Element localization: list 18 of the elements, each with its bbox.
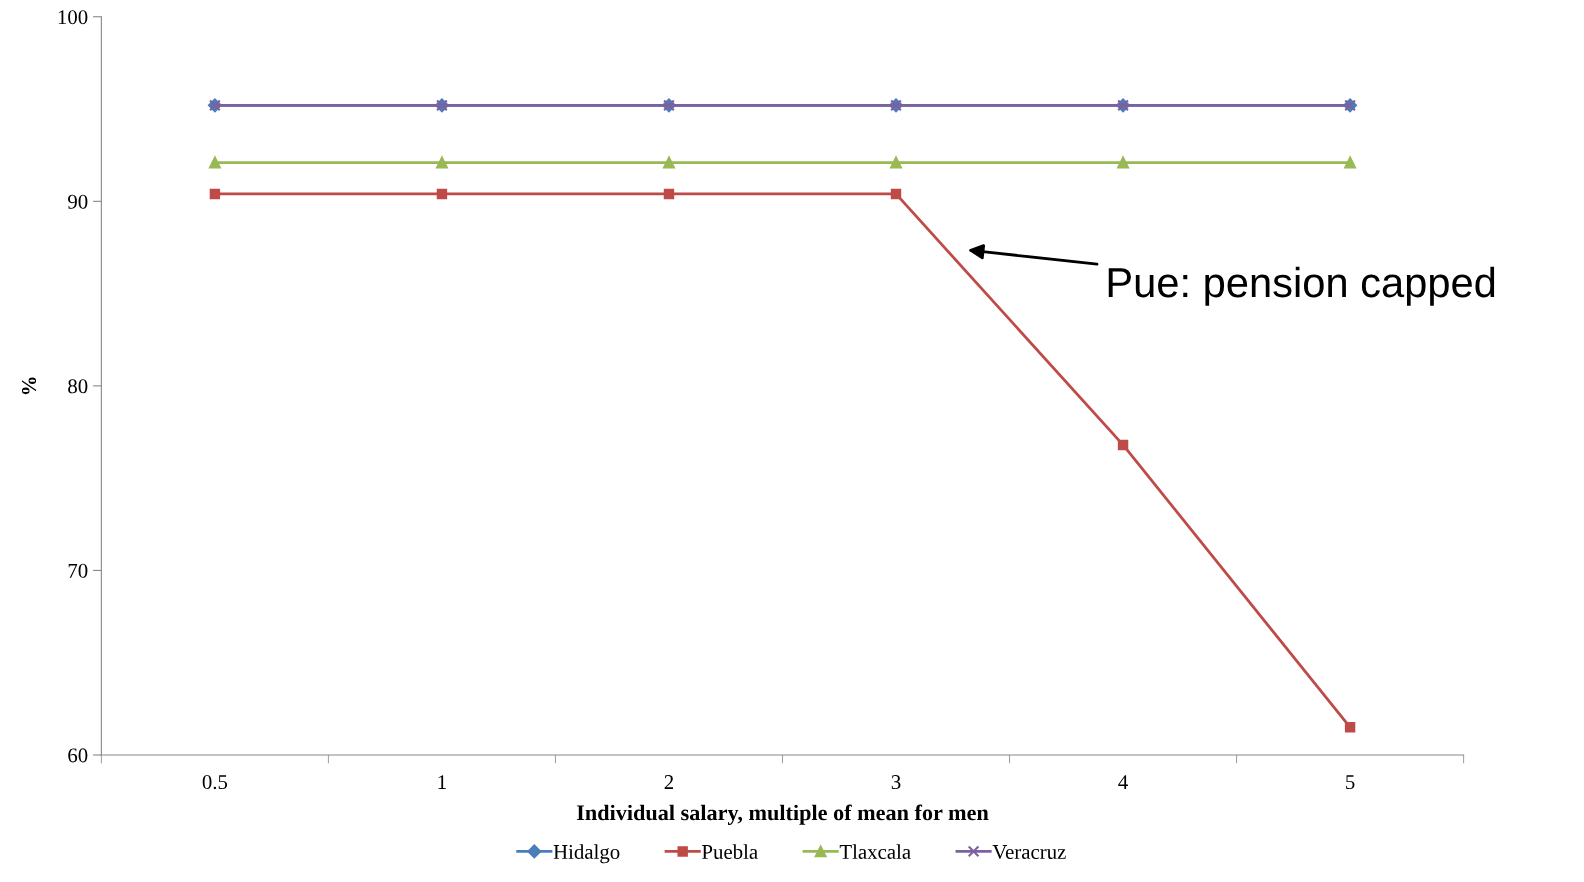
x-tick-label: 3 <box>891 775 901 790</box>
y-tick-label: 90 <box>68 194 88 209</box>
x-tick-label: 5 <box>1346 775 1355 790</box>
x-axis-title: Individual salary, multiple of mean for men <box>576 804 989 825</box>
x-tick-label: 2 <box>664 775 674 789</box>
x-tick-label: 4 <box>1118 775 1128 789</box>
legend-label: Tlaxcala <box>839 844 911 859</box>
legend-label: Veracruz <box>992 845 1066 860</box>
y-tick-label: 80 <box>68 379 88 394</box>
y-axis-title: % <box>21 377 37 395</box>
legend-label: Puebla <box>702 844 758 859</box>
y-tick-label: 70 <box>68 563 88 578</box>
x-tick-label: 1 <box>438 775 446 789</box>
x-tick-label: 0.5 <box>202 775 228 790</box>
y-tick-label: 100 <box>58 10 88 25</box>
y-tick-label: 60 <box>68 748 88 763</box>
legend-label: Hidalgo <box>553 844 620 864</box>
annotation: Pue: pension capped <box>1108 266 1495 306</box>
